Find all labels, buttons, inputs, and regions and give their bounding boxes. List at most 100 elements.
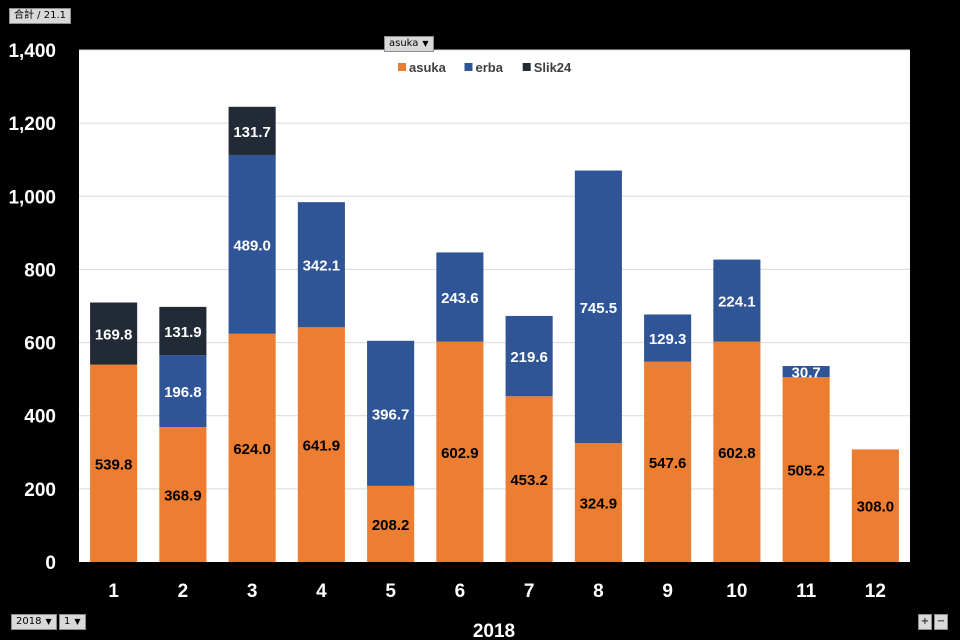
sum-field-button[interactable]: 合計 / 21.1 [9, 8, 71, 24]
plus-icon: + [920, 616, 930, 627]
y-tick-label: 0 [45, 553, 56, 574]
bar-erba [782, 366, 830, 378]
bar-asuka [436, 341, 484, 562]
data-label: 131.7 [233, 124, 271, 141]
legend-label-erba: erba [476, 60, 504, 75]
dropdown-arrow-icon: ▼ [422, 39, 429, 48]
x-tick-label: 6 [455, 581, 466, 602]
bar-erba [297, 202, 345, 328]
y-tick-label: 1,200 [8, 114, 56, 135]
data-label: 624.0 [233, 441, 271, 458]
data-label: 539.8 [95, 456, 133, 473]
data-label: 396.7 [372, 406, 410, 423]
year-filter-dropdown[interactable]: 2018 ▼ [11, 614, 57, 630]
x-tick-label: 9 [662, 581, 673, 602]
data-label: 131.9 [164, 324, 202, 341]
bar-erba [713, 259, 761, 342]
data-label: 368.9 [164, 488, 202, 505]
y-tick-label: 1,000 [8, 187, 56, 208]
plot-area [79, 50, 910, 562]
data-label: 453.2 [510, 472, 548, 489]
data-labels: 539.8 169.8 368.9 196.8 131.9 624.0 489.0 131.7… [95, 124, 894, 534]
data-label: 169.8 [95, 327, 133, 344]
data-label: 243.6 [441, 290, 479, 307]
gridlines [79, 49, 910, 490]
x-tick-label: 5 [385, 581, 396, 602]
data-label: 745.5 [580, 300, 618, 317]
x-tick-label: 11 [796, 581, 817, 602]
bar-asuka [574, 443, 622, 562]
x-tick-label: 2 [178, 581, 189, 602]
legend: asuka erba Slik24 [398, 60, 572, 75]
bars [90, 106, 899, 562]
bar-erba [644, 314, 692, 362]
data-label: 602.9 [441, 445, 479, 462]
x-tick-label: 4 [316, 581, 327, 602]
legend-label-asuka: asuka [409, 60, 447, 75]
legend-swatch-asuka [398, 63, 406, 71]
x-axis-label: 2018 [473, 621, 515, 640]
data-label: 547.6 [649, 455, 687, 472]
bar-slik24 [228, 106, 276, 155]
x-tick-label: 1 [108, 581, 119, 602]
data-label: 208.2 [372, 517, 410, 534]
x-tick-label: 12 [865, 581, 886, 602]
bar-erba [436, 252, 484, 342]
data-label: 489.0 [233, 237, 271, 254]
data-label: 308.0 [857, 499, 895, 516]
data-label: 641.9 [303, 438, 341, 455]
bar-slik24 [159, 306, 207, 356]
month-filter-value: 1 [64, 616, 71, 627]
collapse-button[interactable]: − [934, 614, 948, 630]
dropdown-arrow-icon: ▼ [74, 617, 81, 626]
bar-asuka [713, 341, 761, 562]
bar-asuka [851, 449, 899, 562]
legend-label-slik24: Slik24 [534, 60, 572, 75]
data-label: 129.3 [649, 331, 687, 348]
series-filter-value: asuka [389, 38, 419, 49]
bar-slik24 [90, 302, 138, 365]
data-label: 602.8 [718, 445, 756, 462]
dropdown-arrow-icon: ▼ [45, 617, 52, 626]
expand-button[interactable]: + [918, 614, 932, 630]
bar-erba [367, 340, 415, 486]
month-filter-dropdown[interactable]: 1 ▼ [59, 614, 86, 630]
y-tick-label: 1,400 [8, 41, 56, 62]
bar-asuka [228, 333, 276, 562]
bar-asuka [159, 427, 207, 562]
bar-asuka [297, 327, 345, 562]
year-filter-value: 2018 [16, 616, 42, 627]
data-label: 30.7 [792, 365, 821, 382]
y-axis: 0 200 400 600 800 1,000 1,200 1,400 [8, 41, 56, 574]
data-label: 505.2 [787, 463, 825, 480]
series-filter-dropdown[interactable]: asuka ▼ [384, 36, 434, 52]
data-label: 324.9 [580, 496, 618, 513]
bar-asuka [644, 361, 692, 562]
x-tick-label: 10 [726, 581, 747, 602]
sum-field-label: 合計 / 21.1 [14, 10, 66, 21]
y-tick-label: 200 [24, 480, 56, 501]
legend-swatch-slik24 [522, 63, 531, 71]
y-tick-label: 600 [24, 334, 56, 355]
data-label: 224.1 [718, 294, 756, 311]
x-tick-label: 8 [593, 581, 604, 602]
data-label: 219.6 [510, 349, 548, 366]
x-tick-label: 7 [524, 581, 535, 602]
bar-asuka [782, 377, 830, 562]
x-tick-label: 3 [247, 581, 258, 602]
y-tick-label: 400 [24, 407, 56, 428]
x-axis: 1 2 3 4 5 6 7 8 9 10 11 12 [108, 581, 886, 602]
data-label: 342.1 [303, 258, 341, 275]
bar-asuka [90, 364, 138, 562]
legend-swatch-erba [464, 63, 473, 71]
minus-icon: − [936, 616, 946, 627]
bar-erba [159, 355, 207, 428]
bar-erba [228, 154, 276, 334]
bar-asuka [367, 485, 415, 562]
bar-asuka [505, 396, 553, 562]
bar-erba [505, 315, 553, 397]
y-tick-label: 800 [24, 260, 56, 281]
bar-erba [574, 170, 622, 444]
data-label: 196.8 [164, 384, 202, 401]
